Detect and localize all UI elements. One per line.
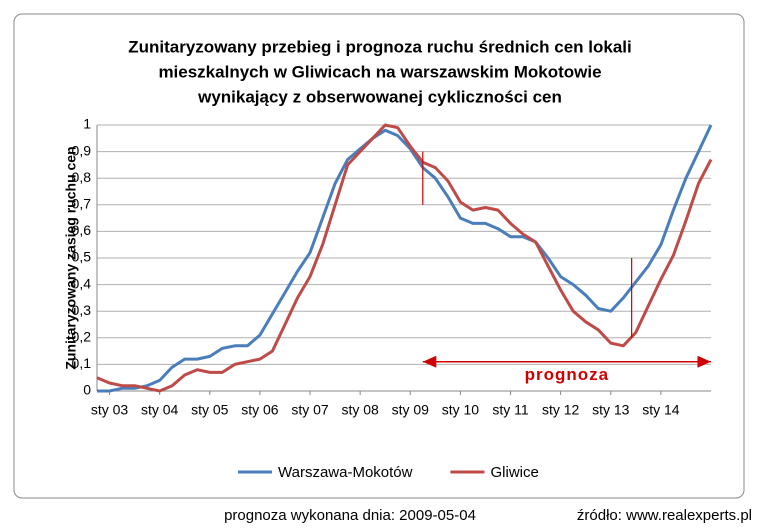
x-tick-label: sty 03 [91,402,129,418]
y-tick-label: 0,8 [72,169,92,185]
x-tick-label: sty 08 [341,402,379,418]
legend-label: Warszawa-Mokotów [278,464,413,481]
y-tick-label: 0,9 [72,142,92,158]
y-tick-label: 0,7 [72,196,92,212]
x-tick-label: sty 14 [642,402,680,418]
x-tick-label: sty 04 [141,402,179,418]
y-tick-label: 0,4 [72,275,92,291]
chart-title: wynikający z obserwowanej cykliczności c… [197,87,562,106]
series-line [96,123,713,393]
legend-label: Gliwice [490,464,538,481]
chart-frame [13,13,745,499]
y-tick-label: 0,1 [72,355,92,371]
chart-title: Zunitaryzowany przebieg i prognoza ruchu… [128,37,631,56]
y-tick-label: 0 [83,382,91,398]
x-tick-label: sty 13 [592,402,630,418]
y-tick-label: 0,3 [72,302,92,318]
x-tick-label: sty 11 [492,402,529,418]
y-tick-label: 0,5 [72,249,92,265]
footer-note: prognoza wykonana dnia: 2009-05-04 [224,507,476,524]
x-tick-label: sty 09 [392,402,430,418]
y-tick-label: 0,2 [72,329,92,345]
x-tick-label: sty 07 [291,402,329,418]
x-tick-label: sty 12 [542,402,580,418]
y-tick-label: 1 [83,116,91,132]
series-line [97,124,713,393]
y-axis-label: Zunitaryzowany zasięg ruchu cen [63,146,79,369]
forecast-label: prognoza [525,365,610,384]
x-tick-label: sty 05 [191,402,229,418]
y-tick-label: 0,6 [72,222,92,238]
x-tick-label: sty 06 [241,402,279,418]
chart-title: mieszkalnych w Gliwicach na warszawskim … [158,62,601,81]
x-tick-label: sty 10 [442,402,480,418]
footer-source: źródło: www.realexperts.pl [577,507,752,524]
